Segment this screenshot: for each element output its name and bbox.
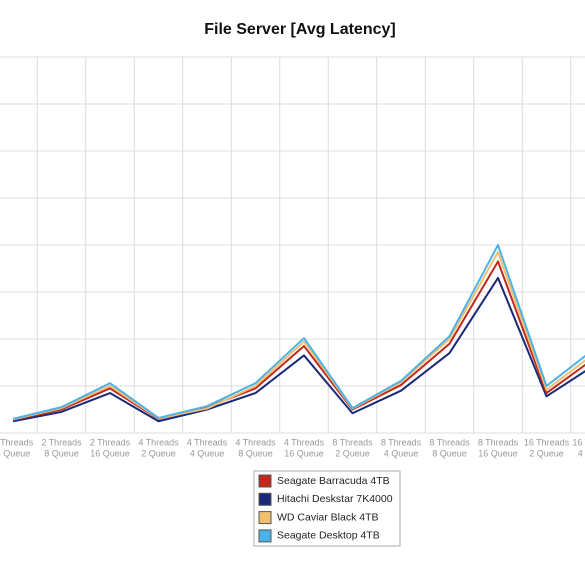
x-tick-label: 16 Threads	[524, 437, 570, 447]
x-tick-label: 2 Queue	[529, 448, 564, 458]
x-tick-label: 2 Queue	[141, 448, 176, 458]
legend-box	[253, 470, 401, 547]
x-tick-label: 8 Queue	[44, 448, 79, 458]
x-tick-label: 8 Threads	[332, 437, 373, 447]
series-line	[12, 251, 585, 421]
legend-swatch	[258, 529, 272, 543]
x-tick-label: 16 Threads	[572, 437, 585, 447]
x-tick-label: 16 Queue	[284, 448, 324, 458]
x-tick-label: 4 Queue	[190, 448, 225, 458]
legend-swatch	[258, 511, 272, 525]
series-line	[12, 276, 585, 423]
legend-label: Seagate Barracuda 4TB	[277, 475, 390, 487]
legend-swatch	[258, 492, 272, 506]
chart-title: File Server [Avg Latency]	[204, 21, 395, 38]
x-tick-label: 16 Queue	[90, 448, 130, 458]
legend-label: Seagate Desktop 4TB	[277, 530, 380, 542]
x-tick-label: 4 Queue	[0, 448, 30, 458]
series-line	[12, 244, 585, 420]
x-tick-label: 16 Queue	[478, 448, 518, 458]
x-tick-label: 8 Threads	[381, 437, 422, 447]
x-tick-label: 2 Queue	[335, 448, 370, 458]
x-tick-label: 2 Threads	[0, 437, 34, 447]
x-tick-label: 8 Queue	[238, 448, 273, 458]
x-tick-label: 8 Threads	[478, 437, 519, 447]
x-tick-label: 4 Threads	[138, 437, 179, 447]
x-tick-label: 2 Threads	[90, 437, 131, 447]
x-tick-label: 8 Queue	[432, 448, 467, 458]
x-tick-label: 4 Threads	[235, 437, 276, 447]
legend-label: WD Caviar Black 4TB	[277, 511, 379, 523]
x-tick-label: 4 Threads	[187, 437, 228, 447]
legend-label: Hitachi Deskstar 7K4000	[277, 493, 393, 505]
x-tick-label: 4 Queue	[578, 448, 585, 458]
legend-swatch	[258, 474, 272, 488]
x-tick-label: 4 Threads	[284, 437, 325, 447]
x-tick-label: 4 Queue	[384, 448, 419, 458]
series-line	[12, 260, 585, 421]
x-tick-label: 2 Threads	[41, 437, 82, 447]
x-tick-label: 8 Threads	[429, 437, 470, 447]
